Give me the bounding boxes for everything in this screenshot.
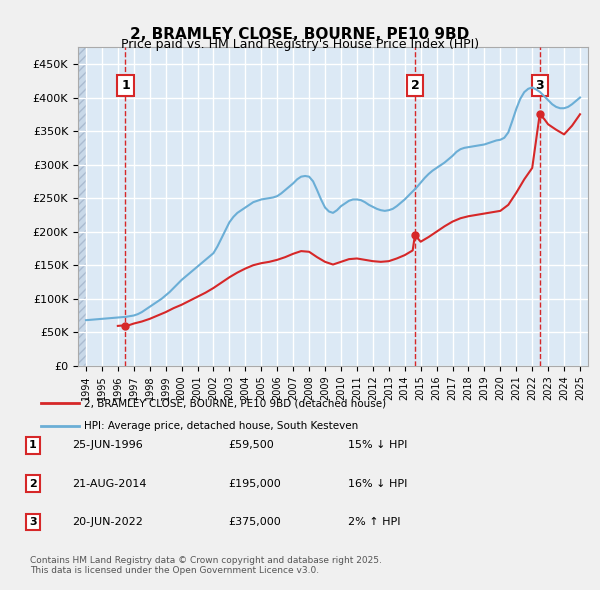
- Text: 2, BRAMLEY CLOSE, BOURNE, PE10 9BD (detached house): 2, BRAMLEY CLOSE, BOURNE, PE10 9BD (deta…: [84, 398, 386, 408]
- Text: Contains HM Land Registry data © Crown copyright and database right 2025.
This d: Contains HM Land Registry data © Crown c…: [30, 556, 382, 575]
- Text: 16% ↓ HPI: 16% ↓ HPI: [348, 479, 407, 489]
- Text: 1: 1: [29, 441, 37, 450]
- Text: 20-JUN-2022: 20-JUN-2022: [72, 517, 143, 527]
- Text: 2% ↑ HPI: 2% ↑ HPI: [348, 517, 401, 527]
- Text: 21-AUG-2014: 21-AUG-2014: [72, 479, 146, 489]
- Text: 2, BRAMLEY CLOSE, BOURNE, PE10 9BD: 2, BRAMLEY CLOSE, BOURNE, PE10 9BD: [130, 27, 470, 41]
- Text: 25-JUN-1996: 25-JUN-1996: [72, 441, 143, 450]
- Text: 2: 2: [410, 79, 419, 92]
- Text: HPI: Average price, detached house, South Kesteven: HPI: Average price, detached house, Sout…: [84, 421, 358, 431]
- Text: 3: 3: [29, 517, 37, 527]
- Text: 3: 3: [535, 79, 544, 92]
- Text: £195,000: £195,000: [228, 479, 281, 489]
- Text: 2: 2: [29, 479, 37, 489]
- Text: £59,500: £59,500: [228, 441, 274, 450]
- Text: 1: 1: [121, 79, 130, 92]
- Text: Price paid vs. HM Land Registry's House Price Index (HPI): Price paid vs. HM Land Registry's House …: [121, 38, 479, 51]
- Text: 15% ↓ HPI: 15% ↓ HPI: [348, 441, 407, 450]
- Text: £375,000: £375,000: [228, 517, 281, 527]
